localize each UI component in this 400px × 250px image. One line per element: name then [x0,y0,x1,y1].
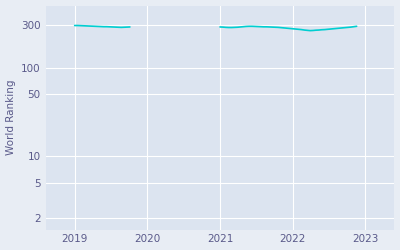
Y-axis label: World Ranking: World Ranking [6,80,16,155]
